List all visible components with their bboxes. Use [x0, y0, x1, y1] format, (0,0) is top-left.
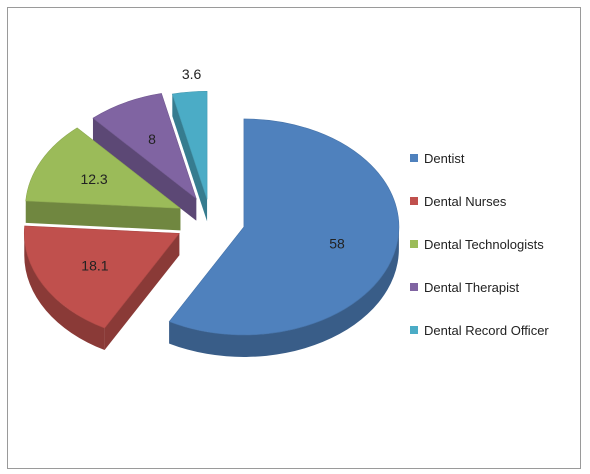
legend-label: Dental Technologists: [424, 236, 544, 252]
legend-item: Dental Therapist: [410, 277, 549, 297]
pie-slice-dental-nurses: [23, 225, 180, 329]
legend-swatch: [410, 154, 418, 162]
pie-slice-side-4: [172, 94, 208, 222]
legend-item: Dental Nurses: [410, 191, 549, 211]
pie-slice-dentist: [168, 118, 400, 336]
legend-swatch: [410, 283, 418, 291]
legend-swatch: [410, 326, 418, 334]
legend-label: Dentist: [424, 150, 465, 166]
legend-label: Dental Nurses: [424, 193, 507, 209]
legend-label: Dental Therapist: [424, 279, 520, 295]
legend: Dentist Dental Nurses Dental Technologists…: [410, 148, 549, 363]
legend-item: Dental Record Officer: [410, 320, 549, 340]
legend-item: Dentist: [410, 148, 549, 168]
data-label: 8: [148, 131, 156, 147]
legend-swatch: [410, 240, 418, 248]
pie-slice-dental-record-officer: [171, 91, 208, 200]
legend-swatch: [410, 197, 418, 205]
pie-slice-dental-therapist: [92, 93, 197, 200]
data-label: 12.3: [80, 171, 107, 187]
data-label: 58: [329, 236, 345, 252]
pie-slice-dental-technologists: [25, 127, 182, 209]
data-label: 18.1: [81, 257, 108, 273]
legend-item: Dental Technologists: [410, 234, 549, 254]
data-label: 3.6: [182, 66, 202, 82]
legend-label: Dental Record Officer: [424, 322, 549, 338]
